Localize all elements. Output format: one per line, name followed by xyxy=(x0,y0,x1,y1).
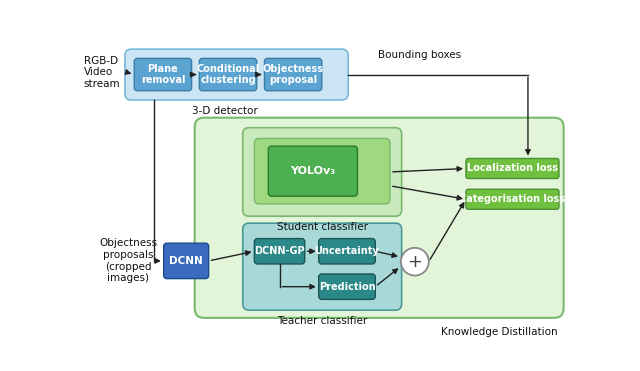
FancyBboxPatch shape xyxy=(125,49,348,100)
Text: Uncertainty: Uncertainty xyxy=(315,246,380,256)
Text: Objectness
proposal: Objectness proposal xyxy=(262,64,324,85)
FancyBboxPatch shape xyxy=(195,118,564,318)
Circle shape xyxy=(401,248,429,276)
FancyBboxPatch shape xyxy=(243,223,402,310)
Text: Conditional
clustering: Conditional clustering xyxy=(196,64,260,85)
FancyBboxPatch shape xyxy=(134,58,191,91)
FancyBboxPatch shape xyxy=(264,58,322,91)
Text: Teacher classifier: Teacher classifier xyxy=(277,316,367,326)
Text: Categorisation loss: Categorisation loss xyxy=(460,194,566,204)
Text: DCNN: DCNN xyxy=(170,256,203,266)
FancyBboxPatch shape xyxy=(164,243,209,279)
FancyBboxPatch shape xyxy=(319,239,375,264)
FancyBboxPatch shape xyxy=(199,58,257,91)
Text: Objectness
proposals
(cropped
images): Objectness proposals (cropped images) xyxy=(99,239,157,283)
FancyBboxPatch shape xyxy=(268,146,358,196)
Text: Student classifier: Student classifier xyxy=(276,221,368,232)
FancyBboxPatch shape xyxy=(466,158,559,178)
Text: +: + xyxy=(407,253,422,271)
FancyBboxPatch shape xyxy=(319,274,375,299)
Text: Prediction: Prediction xyxy=(319,282,375,292)
Text: YOLOv₃: YOLOv₃ xyxy=(291,166,335,176)
FancyBboxPatch shape xyxy=(254,138,390,204)
FancyBboxPatch shape xyxy=(466,189,559,209)
Text: Knowledge Distillation: Knowledge Distillation xyxy=(441,327,557,337)
Text: DCNN-GP: DCNN-GP xyxy=(254,246,305,256)
Text: Localization loss: Localization loss xyxy=(467,164,558,174)
Text: Plane
removal: Plane removal xyxy=(141,64,185,85)
Text: Bounding boxes: Bounding boxes xyxy=(378,50,461,60)
FancyBboxPatch shape xyxy=(243,128,402,216)
FancyBboxPatch shape xyxy=(254,239,305,264)
Text: 3-D detector: 3-D detector xyxy=(192,106,258,116)
Text: RGB-D
Video
stream: RGB-D Video stream xyxy=(84,56,120,89)
